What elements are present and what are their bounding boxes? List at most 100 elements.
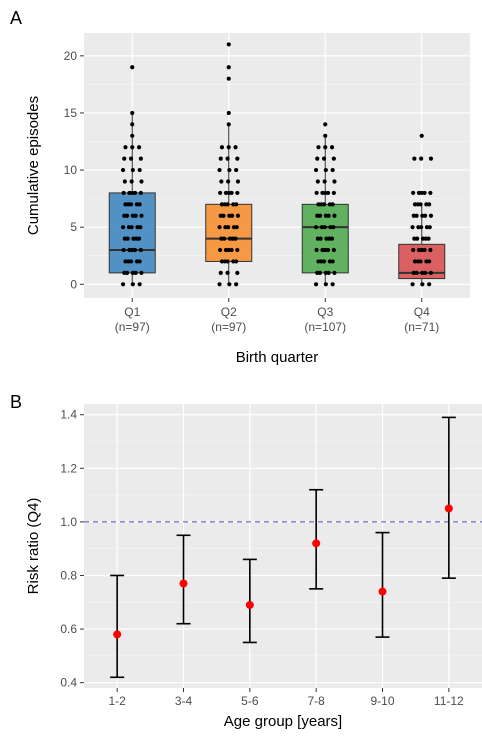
data-point: [414, 213, 419, 218]
data-point: [133, 270, 138, 275]
x-tick-label: Q3: [317, 305, 333, 319]
panel-b: B 0.4 0.6 0.8 1.0 1.2 1.4 1-2 3-4 5-6 7-8 9-10 11-12…: [10, 392, 482, 730]
x-tick-label: 7-8: [307, 694, 325, 708]
x-tick-label: 1-2: [108, 694, 126, 708]
data-point: [128, 156, 134, 161]
y-tick-label: 10: [64, 163, 78, 177]
data-point: [235, 190, 240, 196]
data-point: [130, 133, 135, 138]
data-point: [121, 190, 126, 196]
data-point: [226, 65, 231, 70]
x-tick-label: 3-4: [175, 694, 193, 708]
data-point: [322, 179, 327, 184]
y-tick-label: 0: [70, 277, 77, 291]
data-point: [222, 236, 227, 241]
data-point: [427, 225, 432, 230]
x-axis-title: Birth quarter: [236, 349, 319, 366]
data-point: [330, 167, 335, 173]
x-tick-label: 5-6: [241, 694, 259, 708]
data-point: [226, 179, 231, 184]
data-point: [138, 225, 143, 230]
data-point: [323, 282, 328, 287]
y-tick-label: 1.2: [60, 461, 77, 475]
x-tick-sublabel: (n=107): [304, 320, 346, 334]
y-tick-label: 15: [64, 106, 78, 120]
data-point: [410, 282, 415, 287]
data-point: [122, 179, 127, 184]
data-point: [123, 145, 128, 150]
data-point: [219, 179, 224, 184]
data-point: [330, 259, 335, 264]
data-point: [422, 190, 427, 196]
data-point: [411, 190, 416, 196]
data-point: [428, 156, 434, 161]
x-tick-label: 9-10: [370, 694, 394, 708]
data-point: [331, 225, 336, 230]
y-tick-label: 0.4: [60, 676, 77, 690]
estimate-point: [245, 600, 254, 609]
x-tick-label: 11-12: [434, 694, 464, 708]
data-point: [218, 270, 223, 275]
data-point: [133, 213, 138, 218]
y-axis-title: Cumulative episodes: [25, 96, 42, 235]
data-point: [217, 167, 222, 173]
data-point: [234, 167, 239, 173]
data-point: [321, 156, 327, 161]
data-point: [128, 202, 134, 207]
data-point: [226, 42, 231, 47]
data-point: [130, 122, 135, 127]
data-point: [321, 202, 327, 207]
data-point: [229, 247, 234, 253]
data-point: [125, 236, 130, 241]
data-point: [217, 282, 222, 287]
data-point: [329, 236, 335, 241]
data-point: [226, 122, 231, 127]
data-point: [428, 270, 434, 275]
data-point: [330, 282, 335, 287]
data-point: [229, 190, 234, 196]
data-point: [124, 270, 130, 275]
data-point: [318, 236, 323, 241]
x-tick-sublabel: (n=97): [211, 320, 246, 334]
data-point: [130, 65, 135, 70]
data-point: [322, 225, 327, 230]
x-tick-sublabel: (n=71): [404, 320, 439, 334]
x-tick-label: Q4: [414, 305, 430, 319]
data-point: [411, 247, 416, 253]
data-point: [234, 282, 239, 287]
data-point: [137, 259, 142, 264]
data-point: [225, 156, 230, 161]
data-point: [323, 167, 328, 173]
data-point: [317, 213, 323, 218]
data-point: [218, 190, 223, 196]
data-point: [418, 259, 423, 264]
y-tick-label: 1.4: [60, 408, 77, 422]
data-point: [410, 225, 415, 230]
data-point: [219, 145, 225, 150]
data-point: [330, 202, 335, 207]
data-point: [132, 190, 138, 196]
x-tick-sublabel: (n=97): [115, 320, 150, 334]
data-point: [313, 282, 319, 287]
x-axis-title: Age group [years]: [224, 713, 342, 730]
data-point: [136, 145, 142, 150]
data-point: [226, 225, 231, 230]
data-point: [323, 145, 328, 150]
box-q2: [205, 203, 253, 262]
data-point: [218, 156, 223, 161]
data-point: [423, 213, 428, 218]
data-point: [326, 270, 331, 275]
data-point: [325, 190, 331, 196]
estimate-point: [378, 587, 387, 596]
data-point: [426, 236, 431, 241]
y-tick-label: 0.8: [60, 568, 77, 582]
data-point: [332, 270, 337, 275]
data-point: [138, 156, 143, 161]
data-point: [313, 225, 319, 230]
data-point: [235, 213, 241, 218]
box-q1: [108, 192, 156, 274]
y-tick-label: 20: [64, 49, 78, 63]
data-point: [235, 270, 240, 275]
data-point: [313, 167, 319, 173]
data-point: [316, 145, 321, 150]
